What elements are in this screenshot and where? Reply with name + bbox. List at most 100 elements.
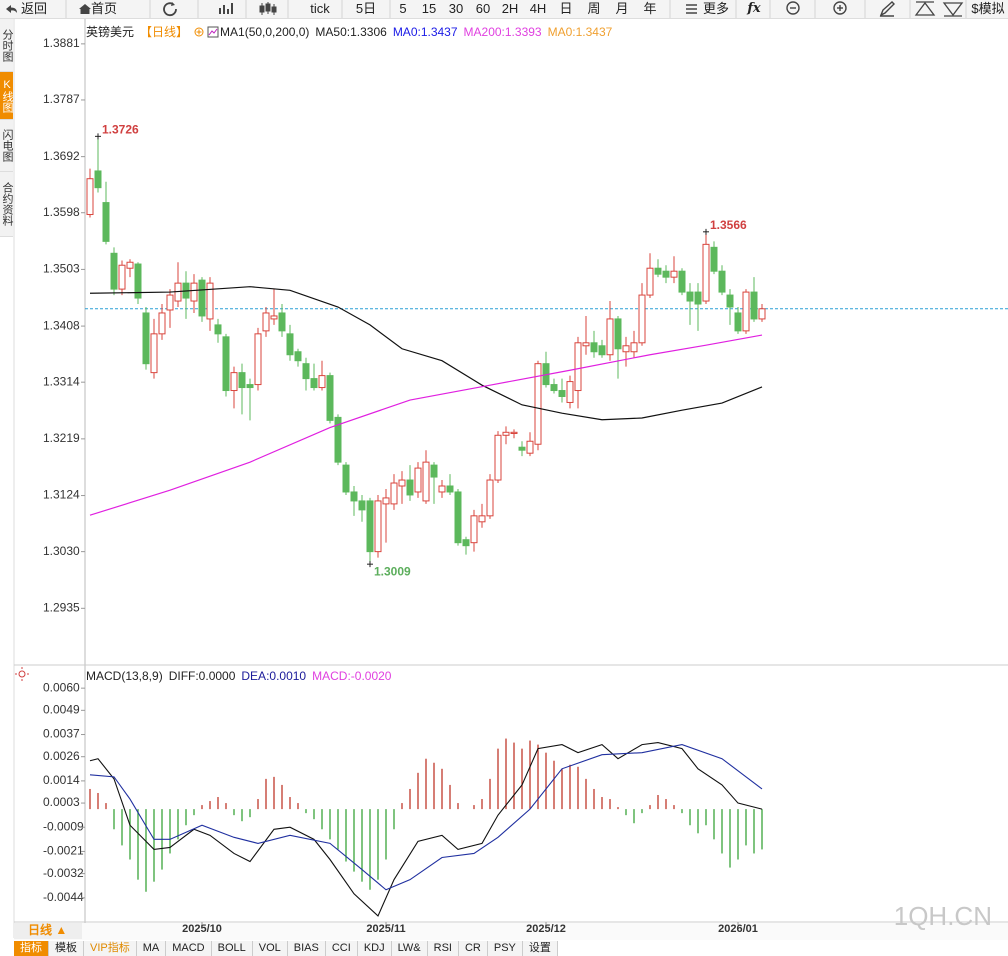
toolbar-button[interactable]: 2H (501, 1, 519, 16)
candle-body (574, 342, 582, 392)
period-box[interactable] (14, 923, 82, 939)
candle-body (302, 363, 310, 380)
indicator-tab[interactable]: BIAS (288, 941, 326, 956)
candle-body (102, 202, 110, 242)
indicator-tab[interactable]: 模板 (49, 941, 84, 956)
home-icon[interactable] (79, 4, 91, 14)
candle-body (334, 416, 342, 463)
toolbar-button[interactable]: 首页 (90, 1, 118, 16)
x-tick-label: 2025/11 (366, 923, 405, 935)
side-tab[interactable]: 分时图 (0, 19, 13, 72)
toolbar-button[interactable]: $模拟 (971, 1, 1005, 16)
candle-body (286, 333, 294, 356)
indicator-tab[interactable]: MACD (166, 941, 212, 956)
toolbar-button[interactable]: fx (747, 1, 761, 16)
legend-item: 英镑美元 (86, 25, 135, 39)
y-tick-label: -0.0032 (43, 866, 84, 880)
candle-body (686, 291, 694, 302)
y-tick-label: 1.3219 (43, 431, 80, 445)
toolbar-button[interactable]: 15 (421, 1, 437, 16)
side-tab[interactable]: 合约资料 (0, 172, 13, 237)
indicator-tab[interactable]: CR (459, 941, 488, 956)
more-icon[interactable] (686, 4, 697, 14)
ma-line (89, 334, 763, 516)
indicator-tab[interactable]: 设置 (523, 941, 558, 956)
price-legend: 英镑美元 【日线】 MA1(50,0,200,0) MA50:1.3306 MA0:1.… (86, 23, 618, 40)
candle-body (238, 372, 246, 389)
toolbar-button[interactable]: 5日 (355, 1, 377, 16)
toolbar-button[interactable]: 年 (643, 1, 657, 16)
refresh-icon[interactable] (163, 2, 177, 17)
toolbar-separators (65, 0, 967, 18)
candle-body (662, 270, 670, 278)
side-tab[interactable]: 闪电图 (0, 120, 13, 172)
triangle-down-icon[interactable] (942, 2, 964, 17)
add-icon[interactable] (194, 27, 204, 36)
high-label: 1.3726 (102, 123, 139, 137)
candle-body (278, 312, 286, 332)
candle-icon[interactable] (259, 2, 277, 15)
indicator-tab[interactable]: 指标 (14, 941, 49, 956)
indicator-tab[interactable]: LW& (392, 941, 428, 956)
side-tab[interactable]: K线图 (0, 72, 13, 120)
legend-item: DIFF:0.0000 (168, 669, 236, 683)
legend-item: 【日线】 (140, 25, 189, 39)
candle-body (678, 270, 686, 293)
triangle-up-icon[interactable] (914, 1, 936, 16)
macd-legend: MACD(13,8,9) DIFF:0.0000 DEA:0.0010 MACD:-0… (86, 669, 397, 683)
macd-line (89, 744, 763, 891)
indicator-icon[interactable] (15, 667, 29, 681)
toolbar-button[interactable]: 日 (559, 1, 573, 16)
toolbar-button[interactable]: 返回 (20, 1, 48, 16)
draw-icon[interactable] (879, 1, 895, 17)
toolbar-button[interactable]: 5 (399, 1, 407, 16)
candle-body (358, 500, 366, 511)
indicator-tab[interactable]: VIP指标 (84, 941, 137, 956)
toolbar-button[interactable]: 4H (529, 1, 547, 16)
toolbar-button[interactable]: 周 (587, 1, 601, 16)
candle-body (502, 431, 510, 436)
y-tick-label: -0.0044 (43, 890, 84, 904)
candle-body (294, 351, 302, 362)
candle-body (398, 479, 406, 487)
indicator-tab[interactable]: VOL (253, 941, 288, 956)
candle-body (742, 291, 750, 332)
candle-body (198, 279, 206, 317)
zoom-in-icon[interactable] (833, 1, 847, 15)
candle-body (422, 461, 430, 502)
y-tick-label: 1.3692 (43, 149, 80, 163)
indicator-tab[interactable]: KDJ (358, 941, 392, 956)
candle-body (614, 318, 622, 350)
indicator-tab[interactable]: BOLL (212, 941, 253, 956)
toolbar-button[interactable]: 月 (615, 1, 629, 16)
zoom-out-icon[interactable] (786, 1, 800, 15)
y-tick-label: 1.3881 (43, 36, 80, 50)
indicator-tab[interactable]: MA (137, 941, 167, 956)
candle-body (382, 497, 390, 505)
candle-body (118, 264, 126, 290)
toolbar-button[interactable]: 60 (475, 1, 491, 16)
high-label: 1.3566 (710, 218, 747, 232)
indicator-tab[interactable]: PSY (488, 941, 523, 956)
ma-icon[interactable] (207, 26, 219, 37)
y-tick-label: 1.3030 (43, 544, 80, 558)
candle-body (190, 282, 198, 302)
candle-body (430, 464, 438, 478)
watermark: 1QH.CN (894, 901, 992, 931)
candle-body (326, 375, 334, 421)
back-icon[interactable] (6, 5, 17, 13)
legend-item: DEA:0.0010 (241, 669, 307, 683)
toolbar-button[interactable]: 30 (448, 1, 464, 16)
candle-body (670, 270, 678, 278)
candle-body (158, 312, 166, 335)
low-label: 1.3009 (374, 564, 411, 578)
indicator-tab[interactable]: CCI (326, 941, 358, 956)
candle-body (262, 312, 270, 332)
bar-icon[interactable] (219, 3, 233, 14)
legend-item: MA0:1.3437 (392, 24, 458, 39)
y-tick-label: -0.0009 (43, 819, 84, 833)
toolbar-button[interactable]: 更多 (702, 1, 730, 16)
toolbar-button[interactable]: tick (310, 1, 330, 16)
indicator-tab[interactable]: RSI (428, 941, 459, 956)
